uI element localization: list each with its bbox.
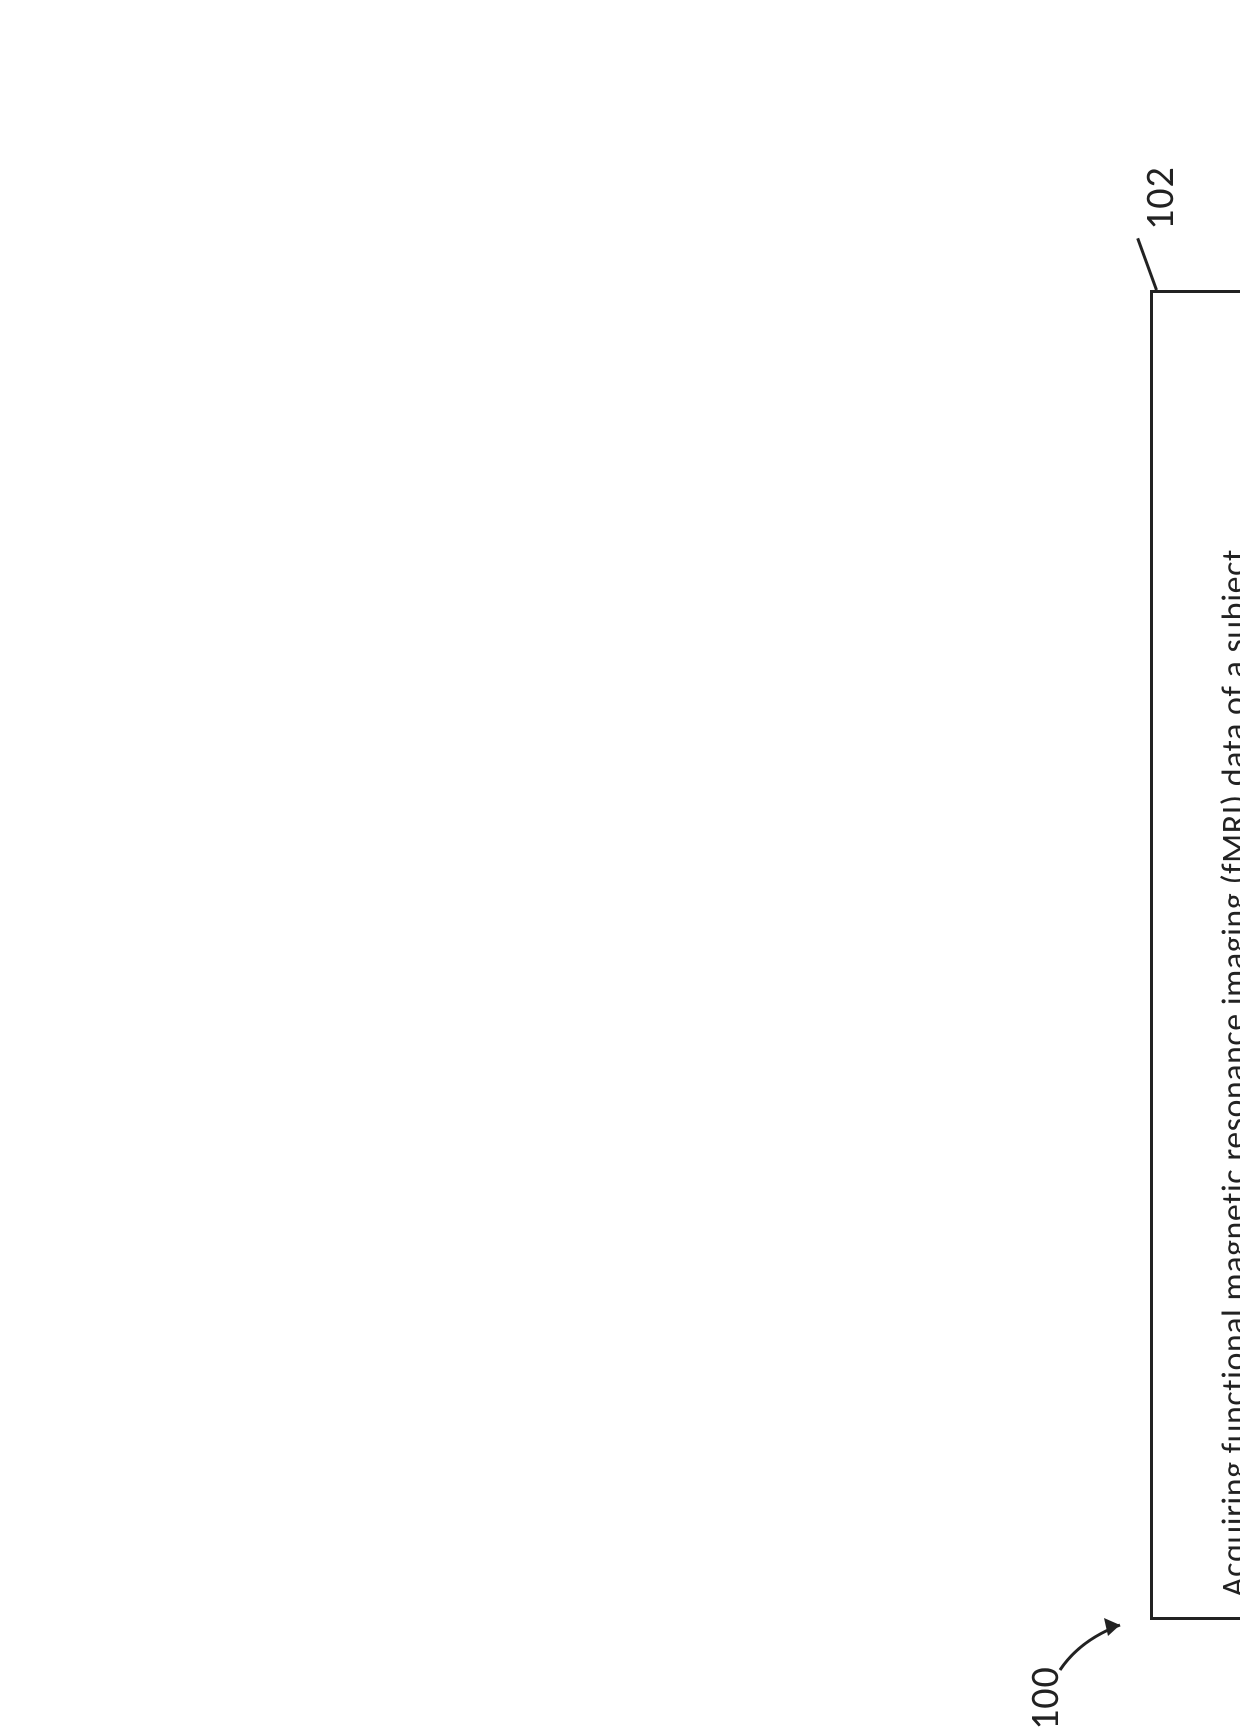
flow-step-102: Acquiring functional magnetic resonance … bbox=[1150, 290, 1240, 1620]
ref-100-leader bbox=[1050, 1590, 1140, 1680]
flow-step-text: Acquiring functional magnetic resonance … bbox=[1214, 549, 1240, 1597]
figure-canvas: Acquiring functional magnetic resonance … bbox=[0, 0, 1240, 1719]
ref-102: 102 bbox=[1135, 166, 1184, 230]
ref-102-tick bbox=[1136, 238, 1158, 291]
